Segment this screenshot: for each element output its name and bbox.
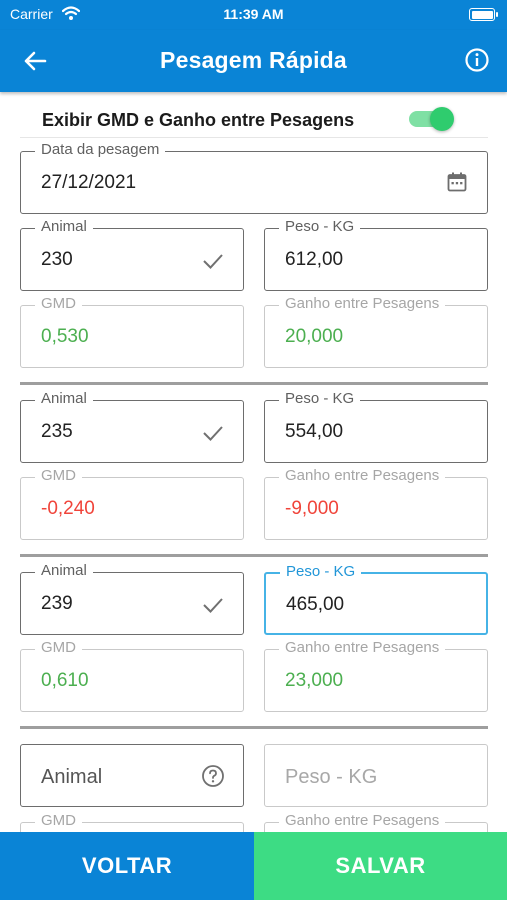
peso-field-label: Peso - KG — [279, 390, 361, 408]
animal-value[interactable]: 230 — [41, 249, 73, 270]
peso-field[interactable]: Peso - KG 554,00 — [264, 390, 488, 463]
gmd-value: 0,530 — [41, 326, 89, 347]
gmd-value: -0,240 — [41, 498, 95, 519]
ganho-field: Ganho entre Pesagens 23,000 — [264, 639, 488, 712]
peso-field-label: Peso - KG — [279, 218, 361, 236]
date-field[interactable]: Data da pesagem 27/12/2021 — [20, 141, 488, 214]
new-animal-placeholder: Animal — [41, 766, 103, 788]
app-bar: Pesagem Rápida — [0, 30, 507, 92]
animal-value[interactable]: 235 — [41, 421, 73, 442]
status-bar: Carrier 11:39 AM — [0, 0, 507, 30]
animal-field[interactable]: Animal 239 — [20, 562, 244, 635]
carrier-label: Carrier — [10, 6, 53, 22]
ganho-field: Ganho entre Pesagens -9,000 — [264, 467, 488, 540]
peso-field-label: Peso - KG — [280, 563, 362, 581]
arrow-left-icon[interactable] — [20, 46, 50, 76]
peso-value[interactable]: 554,00 — [285, 421, 344, 442]
new-animal-field[interactable]: Animal — [20, 744, 244, 807]
gmd-field: GMD -0,240 — [20, 467, 244, 540]
gmd-field-label: GMD — [35, 295, 82, 313]
question-circle-icon[interactable] — [201, 764, 225, 788]
gmd-toggle-thumb[interactable] — [430, 107, 454, 131]
ganho-value: 23,000 — [285, 670, 344, 691]
ganho-field-label: Ganho entre Pesagens — [279, 467, 446, 485]
peso-value[interactable]: 465,00 — [286, 594, 345, 615]
page-title: Pesagem Rápida — [160, 47, 347, 73]
entry-divider — [20, 726, 488, 729]
gmd-toggle-row: Exibir GMD e Ganho entre Pesagens — [20, 98, 488, 138]
entry-divider — [20, 382, 488, 385]
wifi-icon — [62, 6, 80, 20]
ganho-value: 20,000 — [285, 326, 344, 347]
date-field-label: Data da pesagem — [35, 141, 166, 159]
animal-field-label: Animal — [35, 218, 93, 236]
gmd-field: GMD 0,530 — [20, 295, 244, 368]
save-button[interactable]: SALVAR — [254, 832, 507, 900]
new-peso-field[interactable]: Peso - KG — [264, 744, 488, 807]
peso-value[interactable]: 612,00 — [285, 249, 344, 270]
gmd-value: 0,610 — [41, 670, 89, 691]
check-icon — [203, 254, 223, 269]
ganho-field-label: Ganho entre Pesagens — [279, 812, 446, 830]
ganho-field-label: Ganho entre Pesagens — [279, 639, 446, 657]
gmd-field-label: GMD — [35, 639, 82, 657]
animal-value[interactable]: 239 — [41, 593, 73, 614]
gmd-field-label: GMD — [35, 812, 82, 830]
animal-field[interactable]: Animal 230 — [20, 218, 244, 291]
peso-field-focused[interactable]: Peso - KG 465,00 — [264, 563, 488, 635]
gmd-field: GMD 0,610 — [20, 639, 244, 712]
peso-field[interactable]: Peso - KG 612,00 — [264, 218, 488, 291]
calendar-icon[interactable] — [445, 170, 469, 194]
ganho-field: Ganho entre Pesagens 20,000 — [264, 295, 488, 368]
info-circle-icon[interactable] — [463, 46, 491, 74]
date-field-value[interactable]: 27/12/2021 — [41, 172, 137, 193]
bottom-action-bar: VOLTAR SALVAR — [0, 832, 507, 900]
battery-icon — [469, 8, 498, 21]
animal-field-label: Animal — [35, 562, 93, 580]
entry-divider — [20, 554, 488, 557]
gmd-toggle-label: Exibir GMD e Ganho entre Pesagens — [42, 110, 355, 130]
animal-field[interactable]: Animal 235 — [20, 390, 244, 463]
gmd-field-label: GMD — [35, 467, 82, 485]
check-icon — [203, 598, 223, 613]
new-peso-placeholder: Peso - KG — [285, 766, 378, 788]
ganho-value: -9,000 — [285, 498, 339, 519]
animal-field-label: Animal — [35, 390, 93, 408]
back-button[interactable]: VOLTAR — [0, 832, 254, 900]
ganho-field-label: Ganho entre Pesagens — [279, 295, 446, 313]
clock: 11:39 AM — [223, 6, 284, 22]
check-icon — [203, 426, 223, 441]
